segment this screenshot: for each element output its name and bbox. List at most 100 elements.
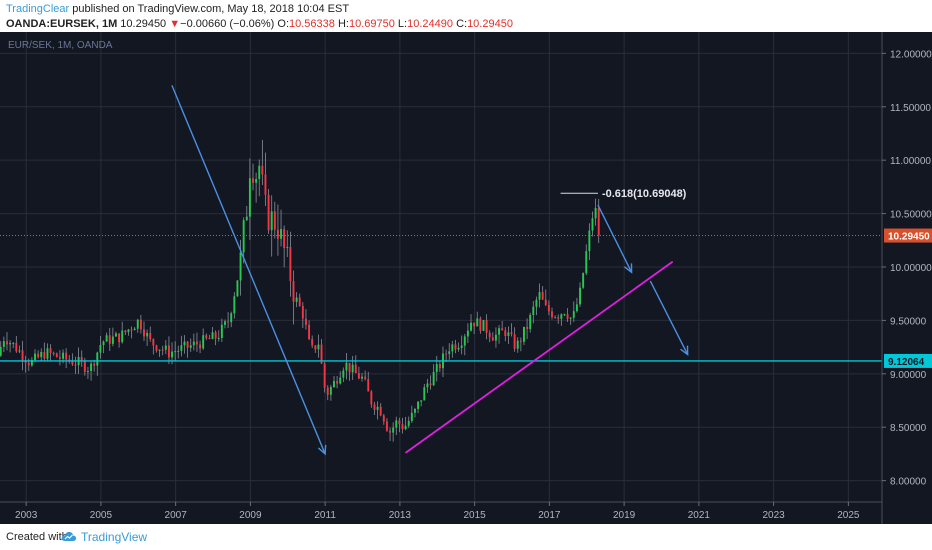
price-axis[interactable]: 8.00000 8.50000 9.00000 9.50000 10.00000 10.5… <box>881 32 932 524</box>
candle-body <box>392 427 395 433</box>
candle-body <box>361 376 363 379</box>
price-axis-bg <box>882 32 932 524</box>
level-price-tag: 9.12064 <box>888 357 925 368</box>
price-change: −0.00660 (−0.06%) <box>180 18 275 30</box>
candle-body <box>510 332 513 335</box>
candle-body <box>74 364 77 366</box>
candle-body <box>158 349 161 351</box>
candle-body <box>557 317 560 319</box>
drawings: -0.618(10.69048) <box>0 85 882 456</box>
candle-body <box>164 345 167 350</box>
candle-body <box>180 345 183 351</box>
candle-body <box>242 220 245 253</box>
candle-body <box>233 296 236 314</box>
candle-body <box>6 341 8 345</box>
publish-info: TradingClear published on TradingView.co… <box>6 3 349 15</box>
candle-body <box>460 345 463 348</box>
candle-body <box>432 371 435 386</box>
candle-body <box>183 341 186 346</box>
author-link[interactable]: TradingClear <box>6 3 70 15</box>
candle-body <box>357 373 360 379</box>
candle-body <box>83 361 86 372</box>
candle-body <box>202 335 205 349</box>
candle-body <box>445 353 448 355</box>
arrow-head-icon <box>624 263 633 274</box>
candle-body <box>451 344 454 352</box>
candle-body <box>124 330 127 333</box>
ohlc-line: OANDA:EURSEK, 1M 10.29450 ▼−0.00660 (−0.… <box>6 18 513 30</box>
candle-body <box>115 333 117 337</box>
down-arrow-icon: ▼ <box>169 18 181 30</box>
candle-body <box>333 381 335 387</box>
candle-body <box>205 335 208 339</box>
candle-body <box>519 340 522 342</box>
time-tick-label: 2005 <box>90 510 113 521</box>
candle-body <box>498 328 501 335</box>
chart-background <box>0 32 932 524</box>
time-tick-label: 2011 <box>314 510 336 521</box>
candle-body <box>594 207 597 219</box>
candle-body <box>127 329 130 333</box>
candle-body <box>326 387 329 395</box>
candle-body <box>130 329 133 331</box>
candle-body <box>217 337 220 339</box>
candle-body <box>429 383 432 386</box>
candle-body <box>541 292 544 300</box>
candle-body <box>473 322 476 327</box>
candle-body <box>485 320 488 333</box>
candle-body <box>30 359 33 366</box>
candle-body <box>454 344 457 350</box>
candle-body <box>354 364 357 374</box>
candle-body <box>245 216 248 221</box>
candle-body <box>544 299 547 305</box>
time-axis[interactable]: 2003 2005 2007 2009 2011 2013 2015 2017 2019 2021… <box>0 501 882 521</box>
candle-body <box>49 348 52 353</box>
candle-body <box>345 362 348 371</box>
candle-body <box>62 352 65 359</box>
low-value: 10.24490 <box>407 18 453 30</box>
candle-body <box>470 322 472 331</box>
time-tick-label: 2013 <box>389 510 412 521</box>
candle-body <box>65 352 68 360</box>
candle-body <box>248 178 251 217</box>
candle-body <box>488 332 491 338</box>
time-tick-label: 2015 <box>464 510 487 521</box>
candle-body <box>507 332 510 337</box>
candle-body <box>34 353 36 360</box>
candle-body <box>133 328 136 331</box>
price-chart[interactable]: -0.618(10.69048) 8.00000 8.50000 9.00000 9.… <box>0 32 932 524</box>
tradingview-brand[interactable]: TradingView <box>81 530 148 544</box>
close-label: C: <box>456 18 468 30</box>
candle-body <box>479 318 482 331</box>
candle-body <box>9 343 12 345</box>
candle-body <box>426 383 429 388</box>
candle-body <box>12 342 15 344</box>
candle-body <box>186 341 189 348</box>
candle-body <box>102 341 105 346</box>
candle-body <box>395 420 398 428</box>
price-tick-label: 11.00000 <box>890 156 931 167</box>
time-tick-label: 2009 <box>239 510 262 521</box>
candle-body <box>152 339 155 346</box>
trend-arrow-line <box>171 85 326 455</box>
candle-body <box>273 211 276 230</box>
time-tick-label: 2019 <box>613 510 636 521</box>
candle-body <box>99 345 102 353</box>
open-value: 10.56338 <box>289 18 335 30</box>
candle-body <box>379 406 382 416</box>
open-label: O: <box>277 18 290 30</box>
candle-body <box>174 351 177 353</box>
candle-body <box>15 342 18 352</box>
candle-body <box>494 334 497 341</box>
time-tick-label: 2021 <box>688 510 711 521</box>
candle-body <box>407 420 410 426</box>
candle-body <box>398 420 401 425</box>
candle-body <box>105 335 108 342</box>
candle-body <box>155 345 158 351</box>
candle-body <box>551 311 553 317</box>
candle-body <box>554 316 557 318</box>
last-price-tag-bg <box>884 228 932 243</box>
candle-body <box>261 165 264 175</box>
candle-body <box>214 332 217 339</box>
candles <box>0 139 600 442</box>
